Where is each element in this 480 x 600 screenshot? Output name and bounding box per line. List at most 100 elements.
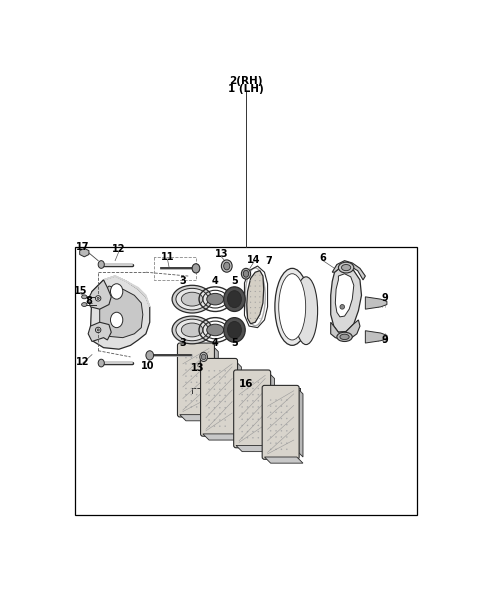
- Polygon shape: [336, 274, 354, 317]
- Ellipse shape: [281, 436, 282, 438]
- Ellipse shape: [241, 400, 243, 401]
- Ellipse shape: [243, 270, 249, 277]
- Ellipse shape: [241, 437, 243, 439]
- Ellipse shape: [110, 312, 123, 328]
- Ellipse shape: [98, 359, 104, 367]
- Ellipse shape: [247, 382, 248, 383]
- Ellipse shape: [250, 296, 251, 298]
- Polygon shape: [247, 271, 264, 324]
- Ellipse shape: [275, 430, 277, 431]
- Text: 1 (LH): 1 (LH): [228, 84, 264, 94]
- Ellipse shape: [259, 291, 261, 292]
- Ellipse shape: [191, 406, 192, 408]
- Ellipse shape: [259, 280, 261, 281]
- Ellipse shape: [338, 262, 354, 273]
- Ellipse shape: [255, 286, 256, 287]
- Ellipse shape: [98, 260, 104, 268]
- Ellipse shape: [275, 268, 310, 346]
- Ellipse shape: [208, 388, 210, 390]
- Ellipse shape: [279, 274, 306, 340]
- Ellipse shape: [270, 449, 271, 450]
- Ellipse shape: [255, 275, 256, 276]
- Ellipse shape: [201, 388, 203, 389]
- Ellipse shape: [247, 425, 248, 426]
- Text: 3: 3: [180, 338, 186, 348]
- Ellipse shape: [214, 419, 215, 421]
- Ellipse shape: [219, 407, 221, 409]
- Ellipse shape: [258, 394, 259, 395]
- Ellipse shape: [97, 297, 99, 299]
- Text: 2(RH): 2(RH): [229, 76, 263, 86]
- Ellipse shape: [259, 296, 261, 298]
- Ellipse shape: [224, 262, 230, 270]
- Ellipse shape: [172, 285, 212, 313]
- Ellipse shape: [281, 418, 282, 419]
- Ellipse shape: [252, 431, 254, 433]
- Ellipse shape: [241, 268, 251, 279]
- Text: 4: 4: [212, 277, 218, 286]
- Ellipse shape: [214, 388, 215, 390]
- Ellipse shape: [258, 437, 259, 439]
- Ellipse shape: [191, 388, 192, 389]
- Ellipse shape: [281, 442, 282, 444]
- Ellipse shape: [286, 406, 288, 407]
- Ellipse shape: [286, 412, 288, 413]
- Ellipse shape: [259, 318, 261, 319]
- Ellipse shape: [219, 370, 221, 371]
- Polygon shape: [297, 388, 303, 457]
- Text: 14: 14: [247, 255, 261, 265]
- FancyBboxPatch shape: [262, 385, 299, 460]
- Polygon shape: [268, 372, 275, 445]
- Ellipse shape: [208, 395, 210, 396]
- Ellipse shape: [252, 406, 254, 408]
- Ellipse shape: [207, 324, 224, 336]
- Ellipse shape: [196, 357, 197, 358]
- Ellipse shape: [146, 351, 154, 360]
- Ellipse shape: [201, 363, 203, 365]
- Ellipse shape: [270, 424, 271, 425]
- Ellipse shape: [255, 291, 256, 292]
- Ellipse shape: [208, 413, 210, 415]
- Ellipse shape: [181, 323, 203, 337]
- Ellipse shape: [201, 369, 203, 371]
- Ellipse shape: [286, 424, 288, 425]
- Ellipse shape: [214, 382, 215, 384]
- Ellipse shape: [219, 419, 221, 421]
- Ellipse shape: [219, 425, 221, 427]
- Ellipse shape: [258, 400, 259, 401]
- Ellipse shape: [82, 302, 87, 307]
- Ellipse shape: [225, 419, 226, 421]
- Ellipse shape: [219, 395, 221, 396]
- Ellipse shape: [176, 319, 208, 341]
- Ellipse shape: [250, 286, 251, 287]
- Text: 8: 8: [85, 296, 92, 305]
- Ellipse shape: [286, 449, 288, 450]
- Ellipse shape: [252, 437, 254, 439]
- Ellipse shape: [191, 394, 192, 395]
- Text: 12: 12: [112, 244, 126, 254]
- Ellipse shape: [281, 399, 282, 401]
- Ellipse shape: [252, 394, 254, 395]
- Ellipse shape: [225, 413, 226, 415]
- Polygon shape: [203, 434, 241, 440]
- Ellipse shape: [225, 388, 226, 390]
- Ellipse shape: [225, 370, 226, 371]
- Ellipse shape: [258, 382, 259, 383]
- Ellipse shape: [201, 394, 203, 395]
- Ellipse shape: [196, 400, 197, 401]
- Polygon shape: [88, 322, 111, 341]
- Polygon shape: [180, 415, 218, 421]
- Polygon shape: [90, 276, 150, 349]
- Polygon shape: [236, 445, 275, 452]
- FancyBboxPatch shape: [201, 358, 238, 436]
- Ellipse shape: [185, 382, 187, 383]
- Ellipse shape: [247, 388, 248, 389]
- Ellipse shape: [340, 334, 349, 340]
- Ellipse shape: [341, 265, 351, 271]
- Ellipse shape: [275, 418, 277, 419]
- Ellipse shape: [247, 406, 248, 408]
- Ellipse shape: [270, 412, 271, 413]
- Ellipse shape: [191, 369, 192, 371]
- Ellipse shape: [241, 406, 243, 408]
- Ellipse shape: [286, 418, 288, 419]
